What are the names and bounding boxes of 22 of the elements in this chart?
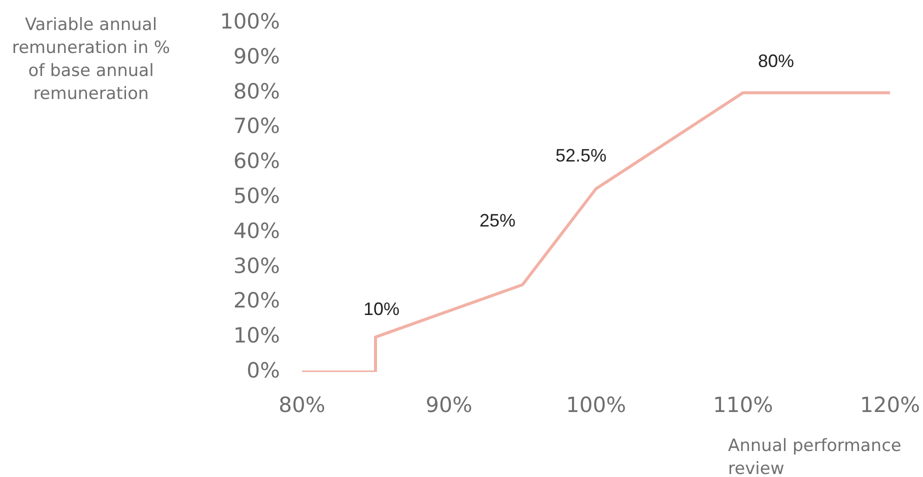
y-tick-label: 10% — [233, 324, 280, 348]
y-tick-label: 20% — [233, 288, 280, 313]
data-label: 52.5% — [555, 146, 607, 166]
y-tick-label: 40% — [233, 218, 280, 243]
x-tick-label: 110% — [712, 393, 774, 418]
y-tick-label: 70% — [233, 114, 280, 138]
y-tick-label: 80% — [233, 79, 280, 104]
x-tick-label: 100% — [566, 393, 626, 418]
y-tick-label: 0% — [246, 358, 280, 382]
y-tick-label: 90% — [233, 44, 280, 68]
y-tick-label: 100% — [220, 9, 280, 34]
x-axis-title: Annual performance review — [728, 435, 902, 477]
y-axis-title: Variable annual remuneration in % of base annual remuneration — [10, 14, 172, 106]
data-label: 80% — [758, 50, 794, 71]
x-tick-label: 90% — [426, 393, 472, 418]
data-label: 10% — [363, 299, 400, 320]
y-tick-label: 60% — [233, 149, 280, 174]
data-label: 25% — [479, 210, 516, 231]
y-tick-label: 50% — [233, 184, 280, 208]
x-tick-label: 120% — [860, 393, 920, 418]
y-tick-label: 30% — [233, 254, 280, 278]
x-tick-label: 80% — [278, 393, 326, 418]
